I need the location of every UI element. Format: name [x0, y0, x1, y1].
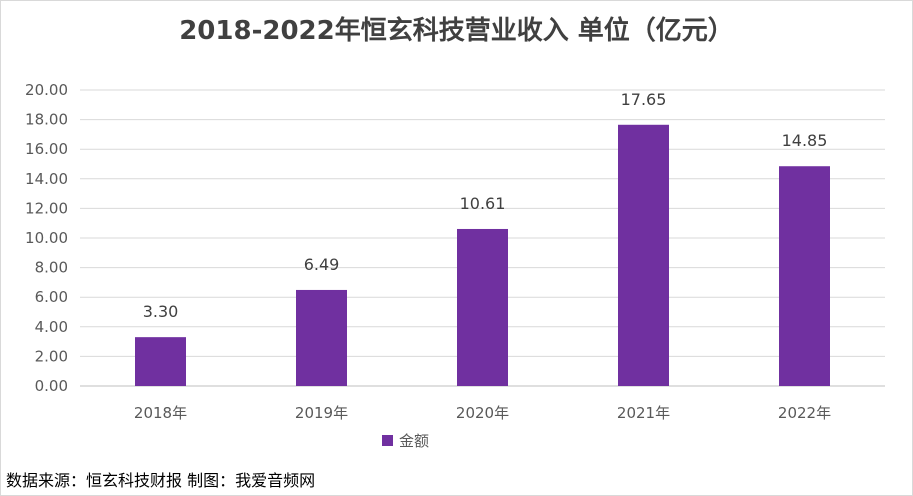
y-tick-label: 16.00: [25, 140, 68, 158]
source-caption: 数据来源：恒玄科技财报 制图：我爱音频网: [6, 471, 316, 490]
data-label: 14.85: [782, 131, 828, 150]
data-label: 10.61: [460, 194, 506, 213]
bar: [779, 166, 830, 386]
bar: [135, 337, 186, 386]
y-tick-label: 20.00: [25, 81, 68, 99]
legend-swatch: [382, 435, 393, 446]
legend-label: 金额: [399, 432, 430, 450]
y-tick-label: 2.00: [35, 347, 68, 365]
y-tick-label: 4.00: [35, 318, 68, 336]
data-label: 3.30: [143, 302, 179, 321]
bar: [296, 289, 347, 386]
bar: [457, 228, 508, 386]
bar: [618, 124, 669, 386]
y-tick-label: 14.00: [25, 170, 68, 188]
legend: 金额: [382, 430, 429, 451]
y-tick-label: 0.00: [35, 377, 68, 395]
x-tick-label: 2022年: [778, 404, 831, 422]
x-tick-label: 2020年: [456, 404, 509, 422]
x-tick-label: 2018年: [134, 404, 187, 422]
data-label: 6.49: [304, 255, 340, 274]
y-tick-label: 10.00: [25, 229, 68, 247]
y-tick-label: 18.00: [25, 111, 68, 129]
y-tick-label: 6.00: [35, 288, 68, 306]
data-label: 17.65: [621, 90, 667, 109]
y-tick-label: 8.00: [35, 259, 68, 277]
x-tick-label: 2019年: [295, 404, 348, 422]
x-tick-label: 2021年: [617, 404, 670, 422]
y-tick-label: 12.00: [25, 199, 68, 217]
chart-title: 2018-2022年恒玄科技营业收入 单位（亿元）: [179, 16, 734, 46]
